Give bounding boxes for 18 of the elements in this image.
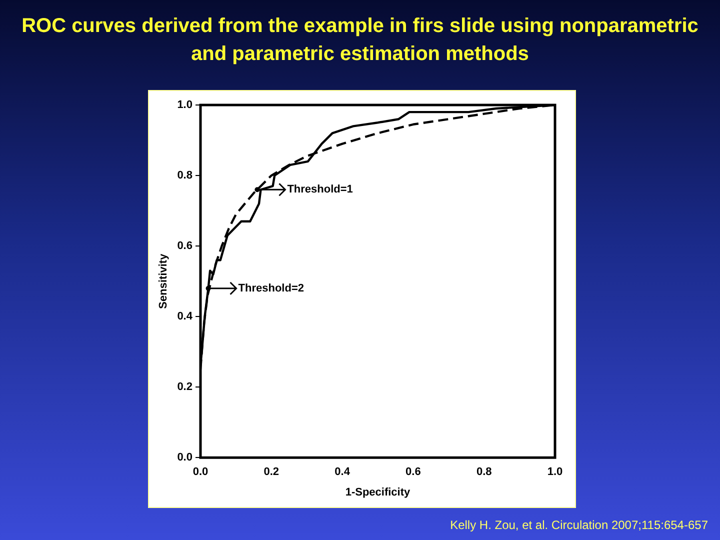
text: Kelly H. Zou, et al. Circulation 2007;115:654-657	[450, 518, 708, 532]
x-tick-label: 0.8	[476, 466, 492, 478]
x-tick-label: 0.4	[334, 466, 351, 478]
y-tick-label: 0.6	[177, 240, 192, 252]
y-tick-label: 0.2	[177, 381, 192, 394]
x-tick-label: 0.0	[192, 466, 208, 478]
x-tick-label: 1.0	[547, 466, 563, 478]
y-tick-label: 0.4	[177, 310, 194, 323]
x-tick-label: 0.6	[406, 466, 421, 478]
chart-title: ROC curves derived from the example in firs slide using nonparametric and parametric estimation methods	[20, 14, 700, 67]
annotation: Threshold=2	[238, 282, 304, 294]
x-axis-title: 1-Specificity	[345, 486, 412, 498]
y-tick-label: 1.0	[177, 99, 192, 112]
x-tick-label: 0.2	[264, 466, 280, 478]
y-tick-label: 0.0	[177, 452, 192, 464]
y-axis-title: Sensitivity	[158, 252, 170, 309]
y-tick-label: 0.8	[177, 170, 192, 182]
annotation: Threshold=1	[287, 184, 353, 196]
